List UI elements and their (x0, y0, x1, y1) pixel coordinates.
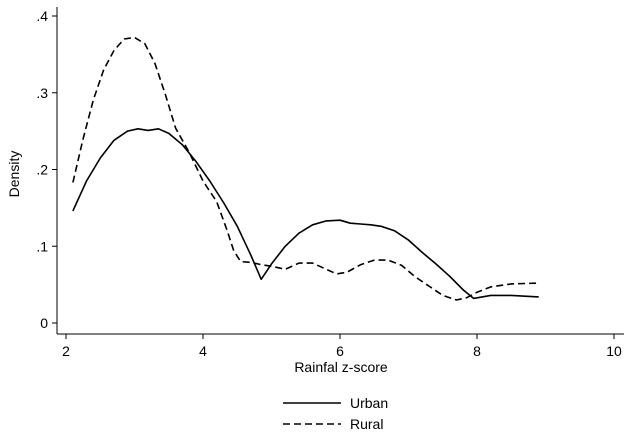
legend-item-rural: Rural (283, 416, 383, 432)
x-tick-label: 2 (62, 343, 70, 359)
legend-item-urban: Urban (283, 395, 388, 411)
y-tick-label: .4 (36, 8, 48, 24)
y-tick-label: .3 (36, 85, 48, 101)
x-tick-label: 4 (199, 343, 207, 359)
x-axis-label: Rainfal z-score (294, 359, 388, 375)
y-tick-label: .1 (36, 238, 48, 254)
legend: Urban Rural (283, 395, 388, 432)
x-tick-label: 8 (473, 343, 481, 359)
x-tick-label: 6 (336, 343, 344, 359)
series-line-urban (72, 128, 539, 300)
y-tick-label: .2 (36, 162, 48, 178)
x-axis-ticks: 2 4 6 8 10 (62, 334, 622, 359)
y-tick-label: 0 (40, 315, 48, 331)
series-line-rural (72, 36, 539, 301)
legend-label-urban: Urban (350, 395, 388, 411)
y-axis-label: Density (6, 151, 22, 198)
series-layer (72, 36, 539, 301)
x-tick-label: 10 (606, 343, 622, 359)
y-axis-ticks: 0 .1 .2 .3 .4 (36, 8, 57, 331)
legend-label-rural: Rural (350, 416, 383, 432)
